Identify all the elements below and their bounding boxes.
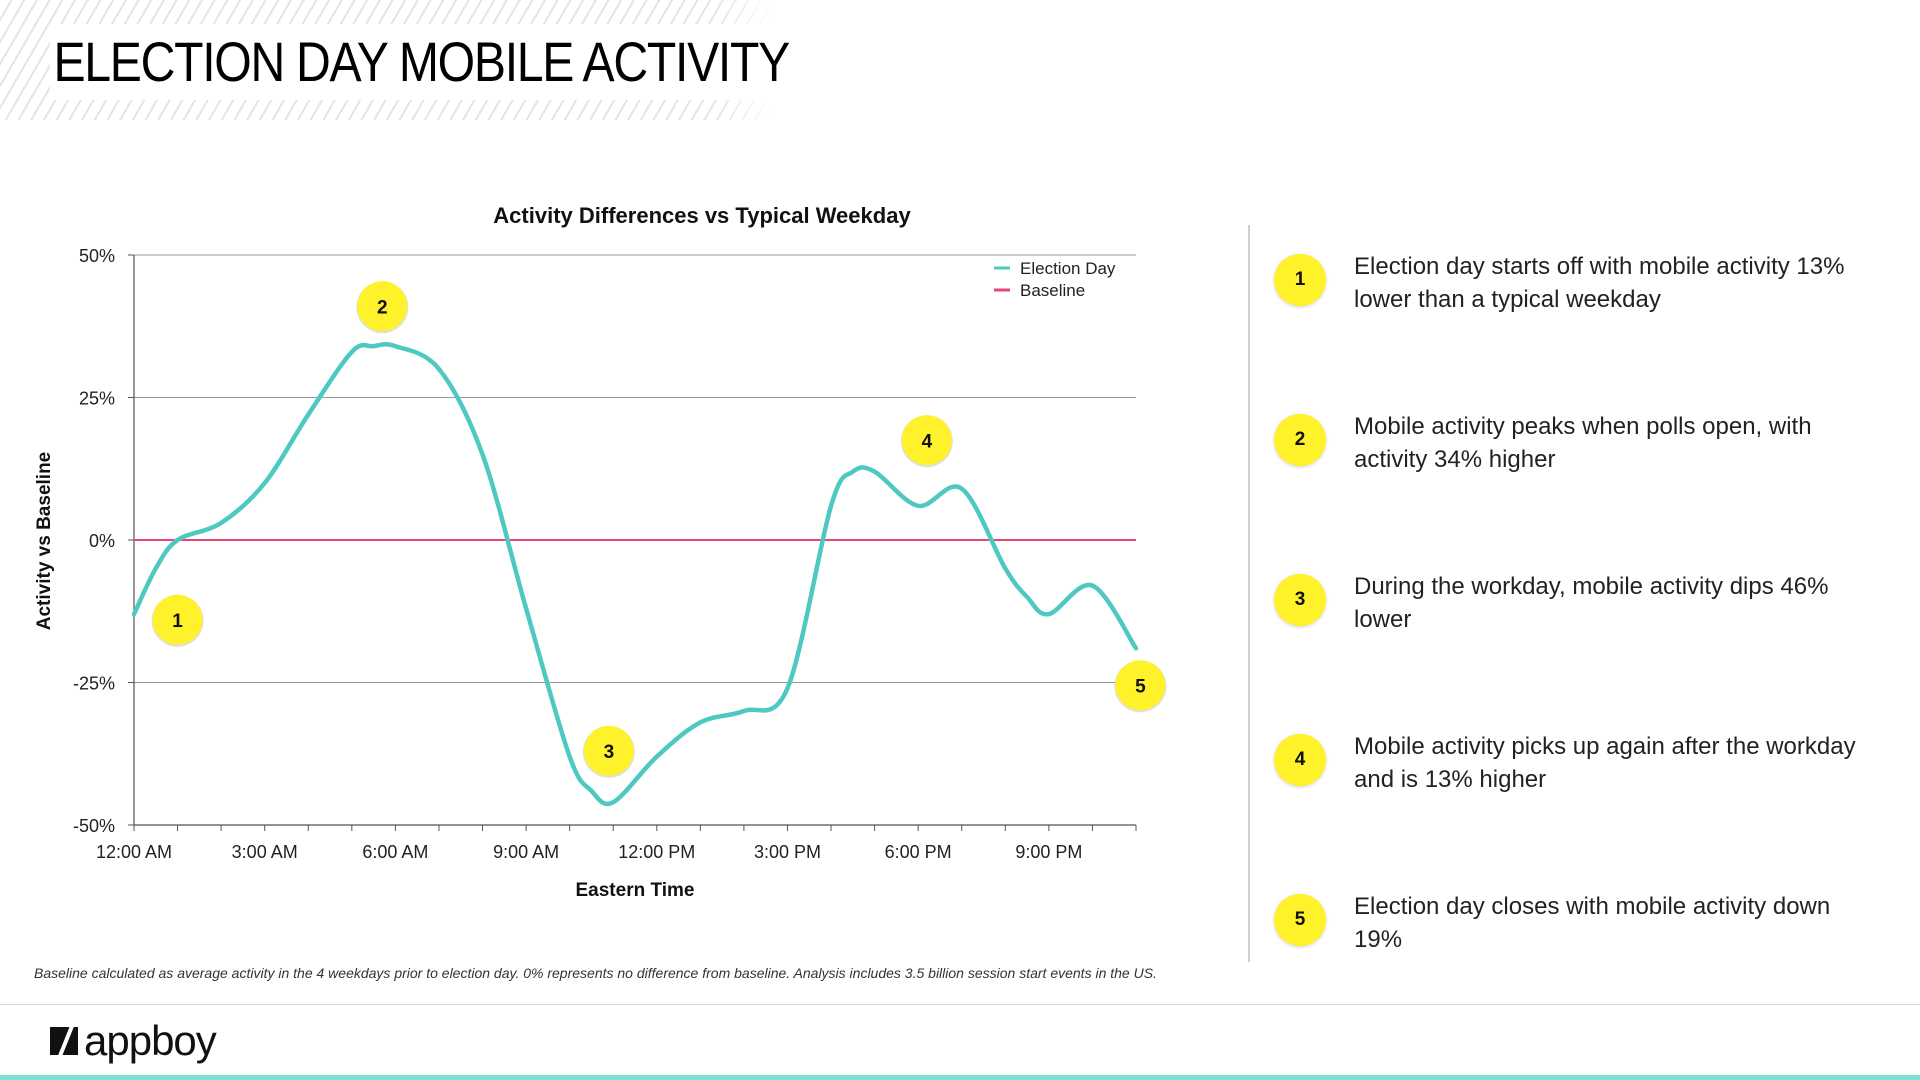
annotation-badge-3	[583, 725, 634, 776]
annotation-label-2: 2	[377, 297, 388, 318]
y-tick-label-3: -25%	[73, 674, 115, 694]
y-tick-label-1: 25%	[79, 389, 115, 409]
x-axis-label: Eastern Time	[576, 880, 695, 901]
x-tick-label-2: 6:00 AM	[362, 842, 428, 862]
callout-text-4: Mobile activity picks up again after the…	[1354, 733, 1856, 793]
callout-badge-4: 4	[1274, 734, 1326, 786]
annotation-badge-5	[1115, 660, 1166, 711]
x-tick-label-7: 9:00 PM	[1015, 842, 1082, 862]
y-tick-label-0: 50%	[79, 246, 115, 266]
x-tick-label-3: 9:00 AM	[493, 842, 559, 862]
callout-text-1: Election day starts off with mobile acti…	[1354, 253, 1845, 313]
callout-text-3: During the workday, mobile activity dips…	[1354, 573, 1829, 633]
footer-divider	[0, 1004, 1920, 1005]
callout-text-5: Election day closes with mobile activity…	[1354, 893, 1831, 953]
annotation-label-3: 3	[604, 742, 615, 763]
annotation-badge-4	[901, 415, 952, 466]
x-tick-label-0: 12:00 AM	[96, 842, 172, 862]
x-tick-label-6: 6:00 PM	[885, 842, 952, 862]
y-tick-label-2: 0%	[89, 531, 115, 551]
callout-item-3: 3 During the workday, mobile activity di…	[1274, 570, 1914, 690]
callout-item-2: 2 Mobile activity peaks when polls open,…	[1274, 410, 1914, 530]
callout-badge-5: 5	[1274, 894, 1326, 946]
footnote: Baseline calculated as average activity …	[34, 965, 1157, 981]
vertical-divider	[1248, 225, 1250, 962]
callout-text-2: Mobile activity peaks when polls open, w…	[1354, 413, 1812, 473]
x-tick-label-1: 3:00 AM	[232, 842, 298, 862]
callout-item-4: 4 Mobile activity picks up again after t…	[1274, 730, 1914, 850]
chart-title: Activity Differences vs Typical Weekday	[493, 203, 911, 228]
logo-text: appboy	[84, 1017, 217, 1064]
series-line-election-day	[131, 342, 1139, 807]
bottom-accent-bar	[0, 1075, 1920, 1080]
annotation-label-1: 1	[172, 611, 183, 632]
logo-mark-icon	[50, 1027, 78, 1055]
x-tick-label-5: 3:00 PM	[754, 842, 821, 862]
legend-label-1: Baseline	[1020, 281, 1085, 300]
callout-item-5: 5 Election day closes with mobile activi…	[1274, 890, 1914, 1010]
appboy-logo: appboy	[50, 1016, 217, 1066]
annotation-label-5: 5	[1135, 676, 1146, 697]
page-title: ELECTION DAY MOBILE ACTIVITY	[50, 24, 798, 100]
legend-label-0: Election Day	[1020, 259, 1116, 278]
annotation-badge-1	[152, 594, 203, 645]
annotation-badge-2	[357, 281, 408, 332]
callout-badge-3: 3	[1274, 574, 1326, 626]
callout-item-1: 1 Election day starts off with mobile ac…	[1274, 250, 1914, 370]
x-tick-label-4: 12:00 PM	[618, 842, 695, 862]
annotation-label-4: 4	[922, 431, 933, 452]
callout-badge-1: 1	[1274, 254, 1326, 306]
callout-badge-2: 2	[1274, 414, 1326, 466]
y-tick-label-4: -50%	[73, 816, 115, 836]
y-axis-label: Activity vs Baseline	[34, 452, 55, 630]
